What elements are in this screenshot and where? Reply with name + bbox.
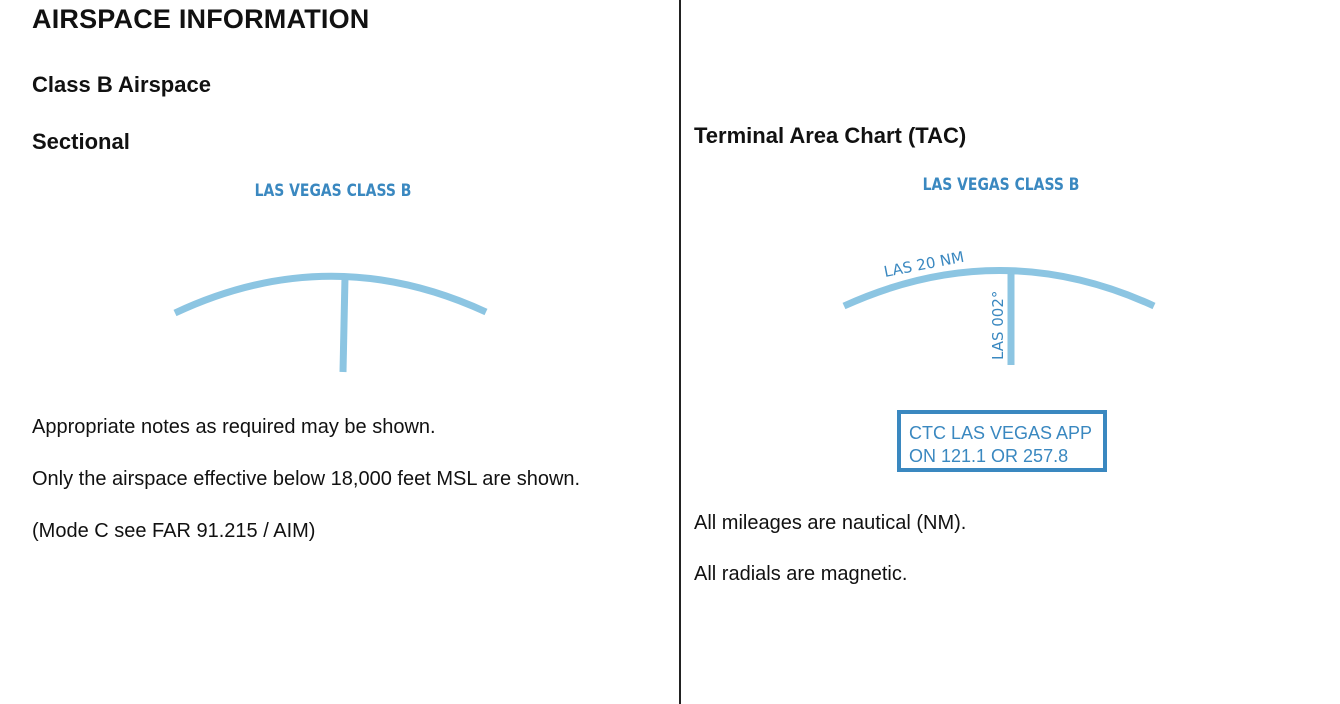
contact-approach-box: CTC LAS VEGAS APP ON 121.1 OR 257.8 xyxy=(897,410,1107,472)
tac-note-1: All mileages are nautical (NM). xyxy=(694,512,967,534)
sectional-subtitle: Sectional xyxy=(32,129,130,154)
page-title: AIRSPACE INFORMATION xyxy=(32,4,370,34)
tac-note-2: All radials are magnetic. xyxy=(694,563,908,585)
sectional-note-3: (Mode C see FAR 91.215 / AIM) xyxy=(32,520,316,542)
contact-approach-line-2: ON 121.1 OR 257.8 xyxy=(909,446,1069,466)
section-title: Class B Airspace xyxy=(32,72,211,97)
tac-radial-label: LAS 002° xyxy=(989,291,1007,360)
sectional-class-b-symbol xyxy=(173,272,488,373)
tac-class-b-arc xyxy=(842,267,1156,310)
sectional-note-1: Appropriate notes as required may be sho… xyxy=(32,416,436,438)
contact-approach-line-1: CTC LAS VEGAS APP xyxy=(909,423,1093,443)
sectional-radial-line xyxy=(339,276,349,373)
column-divider xyxy=(679,0,681,704)
tac-class-b-symbol: LAS 20 NM LAS 002° xyxy=(842,248,1156,365)
tac-chart-label: LAS VEGAS CLASS B xyxy=(922,175,1080,195)
sectional-chart-label: LAS VEGAS CLASS B xyxy=(254,181,412,201)
sectional-class-b-arc xyxy=(173,272,488,317)
sectional-note-2: Only the airspace effective below 18,000… xyxy=(32,468,581,490)
tac-subtitle: Terminal Area Chart (TAC) xyxy=(694,123,967,148)
